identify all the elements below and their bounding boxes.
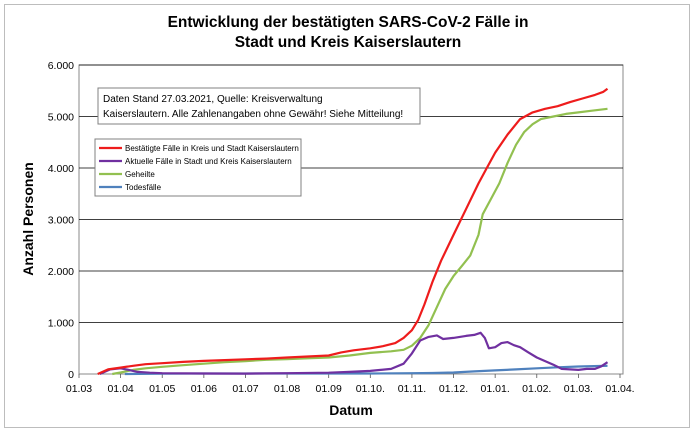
- series-line: [99, 331, 609, 376]
- series-line: [97, 87, 609, 376]
- x-tick-label: 01.06: [191, 383, 217, 395]
- chart-title-line-1: Entwicklung der bestätigten SARS-CoV-2 F…: [168, 14, 529, 31]
- y-axis-title: Anzahl Personen: [20, 162, 36, 276]
- chart-title-line-2: Stadt und Kreis Kaiserslautern: [235, 34, 462, 51]
- x-tick-label: 01.08: [274, 383, 300, 395]
- x-tick-label: 01.07: [232, 383, 258, 395]
- x-tick-label: 01.03: [66, 383, 92, 395]
- note-line-2: Kaiserslautern. Alle Zahlenangaben ohne …: [103, 109, 403, 120]
- series-lines: [97, 87, 609, 376]
- x-axis-ticks: 01.03 01.04 01.05 01.06 01.07 01.08 01.09 01.10…: [66, 374, 635, 395]
- y-tick-label: 5.000: [48, 112, 74, 124]
- y-axis-ticks: 0 1.000 2.000 3.000 4.000 5.000 6.000: [48, 60, 74, 381]
- legend-label: Geheilte: [125, 170, 155, 179]
- note-box: [97, 87, 421, 125]
- legend-box: [94, 138, 302, 197]
- y-tick-label: 0: [68, 369, 74, 381]
- x-tick-label: 01.02.: [522, 383, 551, 395]
- legend-label: Aktuelle Fälle in Stadt und Kreis Kaiser…: [125, 157, 292, 166]
- x-tick-label: 01.12.: [439, 383, 468, 395]
- y-tick-label: 2.000: [48, 266, 74, 278]
- x-tick-label: 01.04.: [605, 383, 634, 395]
- x-axis-title: Datum: [329, 402, 373, 418]
- x-tick-label: 01.05: [149, 383, 175, 395]
- x-tick-label: 01.10.: [356, 383, 385, 395]
- x-tick-label: 01.03.: [564, 383, 593, 395]
- series-line: [112, 107, 608, 376]
- legend-label: Todesfälle: [125, 183, 162, 192]
- x-tick-label: 01.01.: [481, 383, 510, 395]
- x-tick-label: 01.04: [107, 383, 133, 395]
- y-tick-label: 4.000: [48, 163, 74, 175]
- legend: Bestätigte Fälle in Kreis und Stadt Kais…: [99, 144, 299, 192]
- x-tick-label: 01.11.: [398, 383, 426, 395]
- note-line-1: Daten Stand 27.03.2021, Quelle: Kreisver…: [103, 94, 323, 105]
- legend-label: Bestätigte Fälle in Kreis und Stadt Kais…: [125, 144, 299, 153]
- x-tick-label: 01.09: [316, 383, 342, 395]
- y-tick-label: 6.000: [48, 60, 74, 72]
- y-tick-label: 3.000: [48, 215, 74, 227]
- y-tick-label: 1.000: [48, 318, 74, 330]
